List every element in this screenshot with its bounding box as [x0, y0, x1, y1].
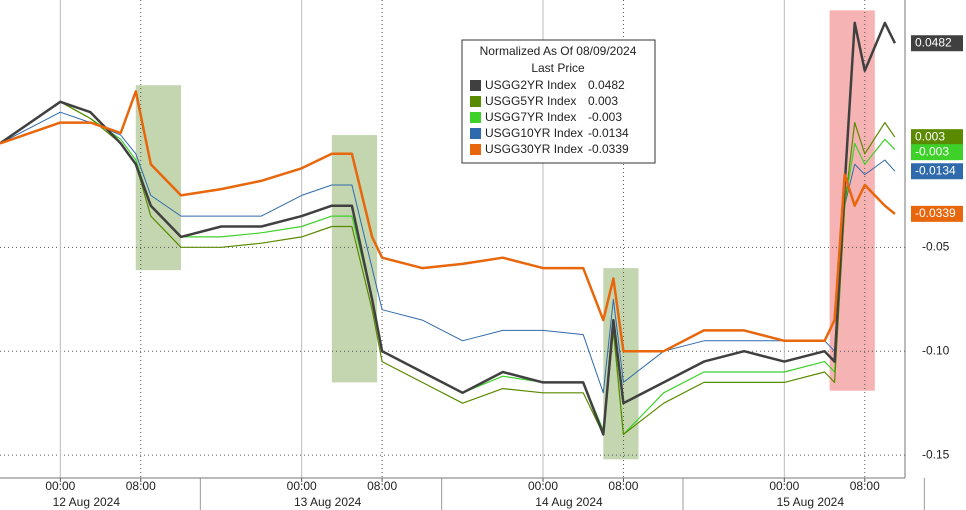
x-tick-label: 00:00 — [45, 479, 75, 493]
value-tag-label: -0.003 — [915, 144, 949, 158]
x-tick-label: 08:00 — [608, 479, 638, 493]
x-tick-label: 00:00 — [769, 479, 799, 493]
value-tag — [911, 205, 963, 222]
y-tick-label: -0.10 — [922, 343, 950, 357]
legend-swatch — [470, 80, 481, 91]
legend-label: USGG5YR Index — [485, 94, 576, 108]
x-tick-label: 08:00 — [850, 479, 880, 493]
legend-value: 0.0482 — [588, 78, 625, 92]
date-label: 12 Aug 2024 — [53, 495, 121, 509]
legend-label: USGG10YR Index — [485, 126, 583, 140]
x-tick-label: 08:00 — [126, 479, 156, 493]
legend-swatch — [470, 112, 481, 123]
series-line — [0, 101, 896, 435]
legend-label: USGG2YR Index — [485, 78, 576, 92]
legend-subtitle: Last Price — [531, 61, 585, 75]
value-tag — [911, 35, 963, 52]
legend-swatch — [470, 96, 481, 107]
value-tag — [911, 144, 963, 161]
value-tag-label: -0.0134 — [915, 163, 956, 177]
legend-swatch — [470, 128, 481, 139]
legend-swatch — [470, 144, 481, 155]
y-tick-label: -0.15 — [922, 447, 950, 461]
value-tag — [911, 163, 963, 180]
highlight-band — [135, 85, 181, 271]
y-tick-label: -0.05 — [922, 239, 950, 253]
legend-value: -0.003 — [588, 110, 622, 124]
x-tick-label: 00:00 — [287, 479, 317, 493]
series-line — [0, 90, 896, 353]
legend-value: -0.0134 — [588, 126, 629, 140]
legend-value: -0.0339 — [588, 142, 629, 156]
value-tag — [911, 129, 963, 146]
x-tick-label: 08:00 — [367, 479, 397, 493]
legend-box — [461, 39, 656, 164]
legend-label: USGG7YR Index — [485, 110, 576, 124]
legend-value: 0.003 — [588, 94, 618, 108]
series-line — [0, 21, 897, 436]
value-tag-label: -0.0339 — [915, 206, 956, 220]
value-tag-label: 0.0482 — [915, 35, 952, 49]
legend-label: USGG30YR Index — [485, 142, 583, 156]
series-line — [0, 111, 896, 394]
date-label: 15 Aug 2024 — [777, 495, 845, 509]
legend: Normalized As Of 08/09/2024 Last Price USG… — [461, 39, 656, 164]
value-tag-label: 0.003 — [915, 129, 945, 143]
legend-title: Normalized As Of 08/09/2024 — [480, 44, 637, 58]
x-tick-label: 00:00 — [528, 479, 558, 493]
date-label: 13 Aug 2024 — [294, 495, 362, 509]
date-label: 14 Aug 2024 — [535, 495, 603, 509]
